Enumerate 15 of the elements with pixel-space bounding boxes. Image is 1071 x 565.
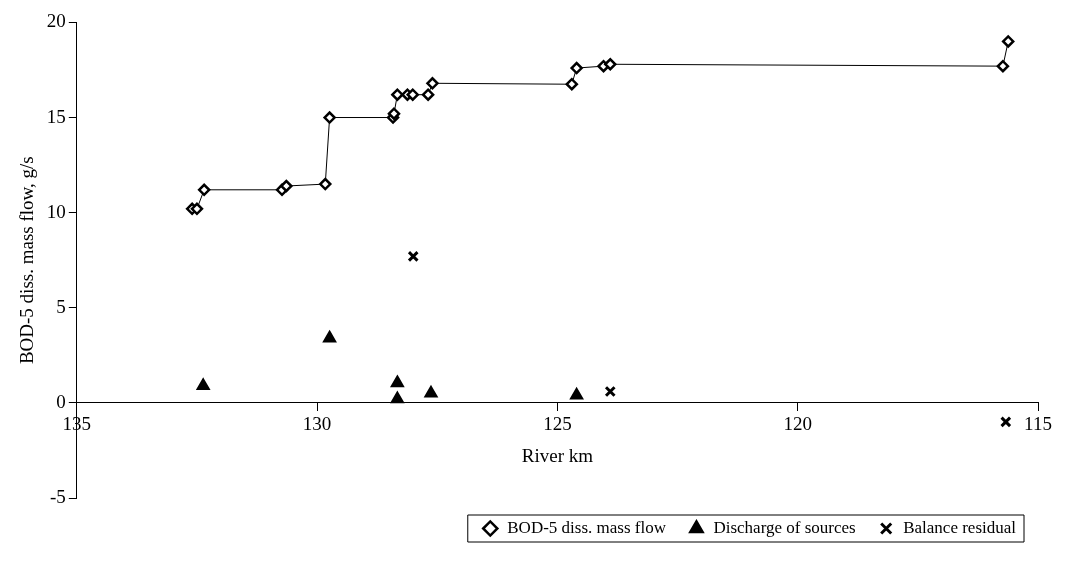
legend-label: Discharge of sources (713, 517, 856, 537)
x-tick-label: 130 (302, 413, 332, 435)
y-tick-label: 5 (56, 295, 66, 317)
x-axis-title: River km (521, 445, 594, 467)
y-tick-label: -5 (49, 485, 66, 507)
legend-label: Balance residual (903, 517, 1017, 537)
y-tick-label: 10 (46, 200, 66, 222)
y-tick-label: 20 (46, 10, 66, 32)
x-tick-label: 120 (783, 413, 812, 435)
y-axis-title: BOD-5 diss. mass flow, g/s (16, 156, 38, 365)
y-tick-label: 0 (56, 390, 66, 412)
x-tick-label: 115 (1024, 413, 1052, 435)
legend-label: BOD-5 diss. mass flow (507, 517, 667, 537)
y-tick-label: 15 (46, 105, 66, 127)
x-tick-label: 125 (543, 413, 572, 435)
